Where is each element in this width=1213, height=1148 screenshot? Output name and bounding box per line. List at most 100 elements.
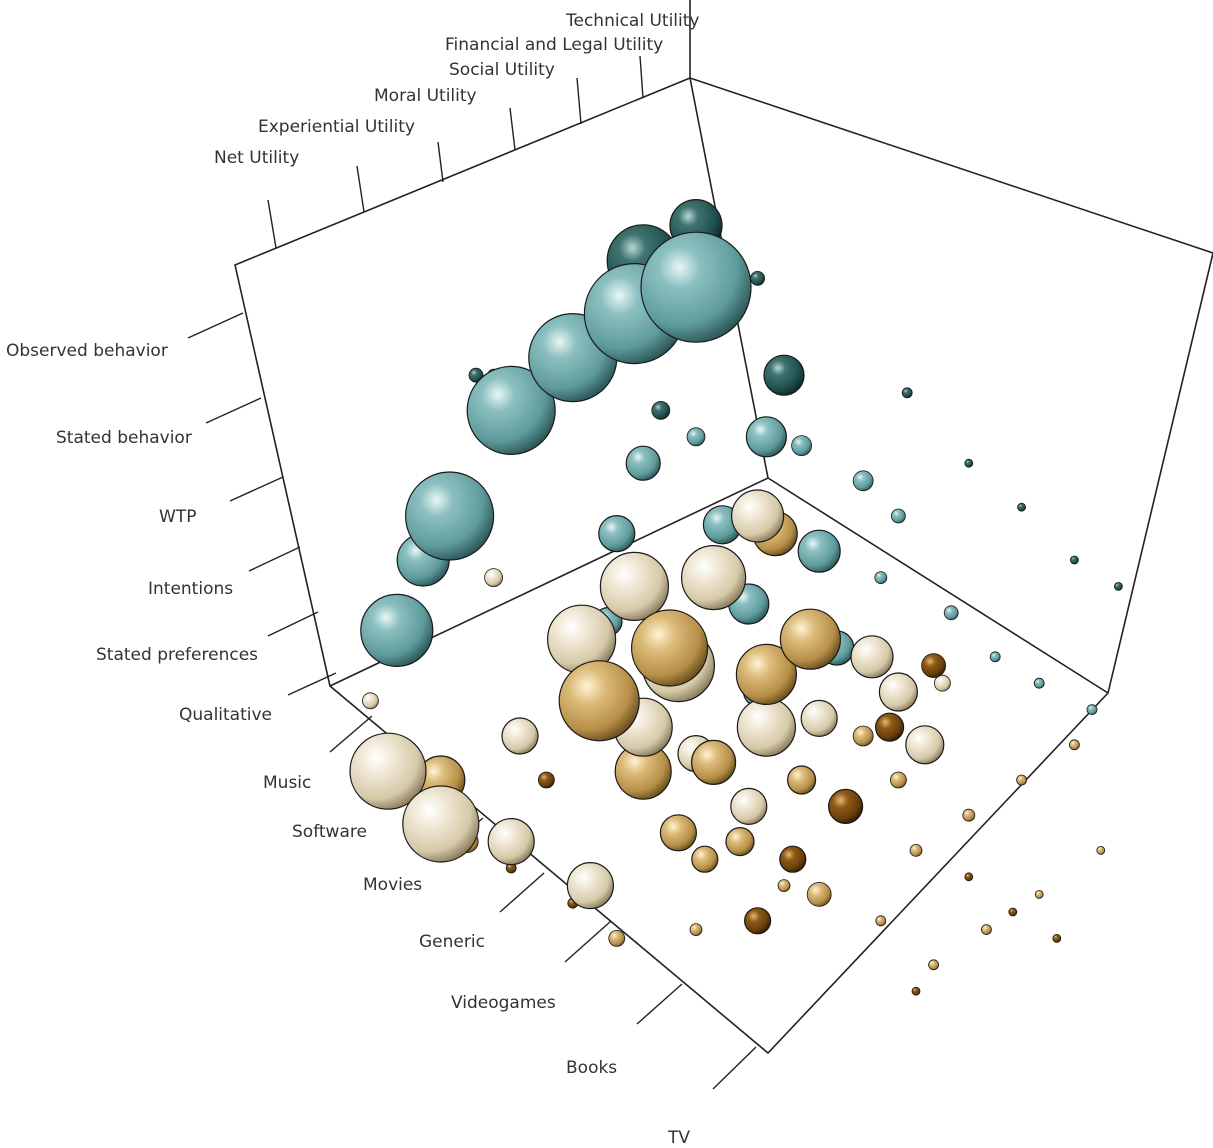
bubble-teal [1033,677,1045,689]
bubble-teal [1086,704,1098,715]
bubble-gold [852,725,874,747]
tick-label-videogames: Videogames [451,993,556,1013]
bubble-teal_dark [964,458,974,468]
bubble-cream [680,544,747,611]
bubble-teal [797,529,841,573]
tick-label-tv: TV [667,1128,690,1148]
method-axis-ticks [187,312,337,696]
bubble-teal [791,435,812,457]
utility-axis-ticks [267,55,644,249]
bubble-brown [964,872,974,882]
bubble-teal [405,471,495,561]
bubble-cream [349,732,427,810]
bubble-teal [360,593,434,668]
bubble-cream [599,551,670,622]
bubble-cream [730,787,768,826]
tick-label-music: Music [263,773,311,793]
tick-label-stated-preferences: Stated preferences [96,645,258,665]
bubble-teal [598,514,636,553]
tick-label-generic: Generic [419,932,485,952]
bubble-brown [1008,907,1018,917]
bubble-brown [779,845,807,873]
utility-axis-labels: Net Utility Experiential Utility Moral U… [214,11,699,168]
bubble-teal [686,427,706,447]
bubble-gold [806,882,832,907]
bubble-cream [501,717,539,755]
bubble-cream [850,635,894,679]
bubble-gold [608,930,626,947]
bubble-teal_dark [1070,555,1079,565]
tick-label-net-utility: Net Utility [214,148,299,168]
tick-label-financial-legal-utility: Financial and Legal Utility [445,35,663,55]
product-axis-labels: Music Software Movies Generic Videogames… [263,773,690,1148]
bubble-teal_dark [1114,582,1123,591]
tick-label-wtp: WTP [159,507,196,527]
bubble-gold [689,923,703,936]
bubble-gold [735,643,798,706]
tick-label-movies: Movies [363,875,422,895]
bubble-gold [1069,739,1080,751]
tick-label-intentions: Intentions [148,579,233,599]
bubble-cream [736,697,797,757]
bubble-teal_dark [901,387,913,399]
bubble-gold [890,771,907,789]
bubble-gold [558,660,640,742]
bubble-teal_dark [468,367,484,383]
bubble-teal [640,231,752,343]
method-axis-labels: Observed behavior Stated behavior WTP In… [6,341,272,725]
tick-label-experiential-utility: Experiential Utility [258,117,415,137]
tick-label-software: Software [292,822,367,842]
bubble-brown [911,986,921,996]
bubble-teal [466,365,556,455]
bubble-brown [874,712,905,742]
bubble-teal [625,445,661,481]
bubble-gold [659,814,698,852]
tick-label-qualitative: Qualitative [179,705,272,725]
bubble-gold [691,845,719,873]
bubble-cream [934,674,951,692]
bubble-gold [909,844,923,857]
tick-label-technical-utility: Technical Utility [565,11,699,31]
bubble-teal_dark [750,270,765,286]
bubble-gold [1096,846,1106,855]
bubble-teal [943,605,959,621]
bubble-brown [1052,934,1062,943]
bubble-cream [361,692,379,710]
bubble-gold [1034,890,1044,899]
bubble-cream [484,568,504,587]
bubble-brown [827,788,864,825]
bubble-brown [921,653,946,678]
bubble-cream [878,672,919,712]
bubble-teal_dark [763,354,805,396]
bubble-cream [905,725,945,765]
bubble-teal [874,571,888,584]
bubble-gold [1016,774,1027,786]
bubble-cream [402,785,480,863]
tick-label-moral-utility: Moral Utility [374,86,477,106]
bubble-cream [566,861,615,910]
tick-label-social-utility: Social Utility [449,60,555,80]
bubble-gold [725,826,755,857]
bubble-gold [875,915,887,927]
bubble-teal_dark [1017,502,1026,512]
bubble-brown [538,771,555,789]
bubble-teal [852,470,874,492]
bubble-teal [745,416,788,458]
bubble-gold [928,959,939,971]
bubble-cream [730,489,785,543]
tick-label-stated-behavior: Stated behavior [56,428,192,448]
bubble-gold [981,924,992,935]
bubble-gold [962,808,976,822]
bubble-teal_dark [651,400,671,420]
bubbles-layer [349,199,1123,996]
bubble-gold [690,739,737,786]
tick-label-books: Books [566,1058,617,1078]
tick-label-observed-behavior: Observed behavior [6,341,168,361]
bubble-gold [630,609,709,687]
bubble-gold [779,608,842,670]
bubble-teal [989,651,1001,663]
bubble-gold [786,765,817,795]
bubble-gold [777,879,791,892]
bubble-teal [891,508,906,524]
